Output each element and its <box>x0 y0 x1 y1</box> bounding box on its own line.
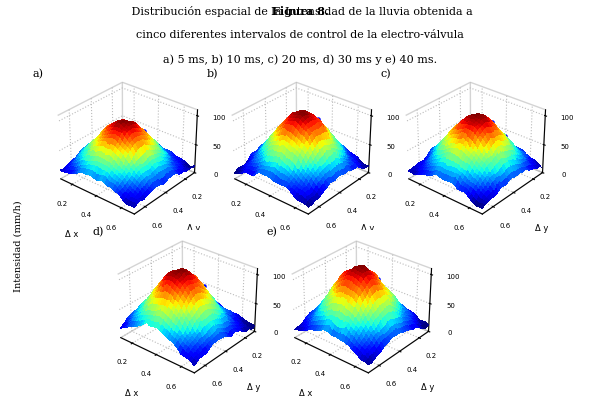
Text: e): e) <box>266 227 277 237</box>
X-axis label: Δ x: Δ x <box>413 230 427 239</box>
Text: c): c) <box>380 68 391 79</box>
Y-axis label: Δ y: Δ y <box>535 224 549 233</box>
Text: a): a) <box>32 68 43 79</box>
Y-axis label: Δ y: Δ y <box>187 224 201 233</box>
X-axis label: Δ x: Δ x <box>239 230 253 239</box>
X-axis label: Δ x: Δ x <box>125 389 139 397</box>
X-axis label: Δ x: Δ x <box>65 230 79 239</box>
Text: Figura 8.: Figura 8. <box>272 6 328 17</box>
Text: cinco diferentes intervalos de control de la electro-válvula: cinco diferentes intervalos de control d… <box>136 30 464 40</box>
Text: Distribución espacial de la Intensidad de la lluvia obtenida a: Distribución espacial de la Intensidad d… <box>128 6 472 17</box>
Text: a) 5 ms, b) 10 ms, c) 20 ms, d) 30 ms y e) 40 ms.: a) 5 ms, b) 10 ms, c) 20 ms, d) 30 ms y … <box>163 54 437 65</box>
Text: Intensidad (mm/h): Intensidad (mm/h) <box>13 200 23 292</box>
X-axis label: Δ x: Δ x <box>299 389 313 397</box>
Text: b): b) <box>206 68 218 79</box>
Y-axis label: Δ y: Δ y <box>247 383 261 392</box>
Text: d): d) <box>92 227 104 237</box>
Y-axis label: Δ y: Δ y <box>421 383 435 392</box>
Y-axis label: Δ y: Δ y <box>361 224 375 233</box>
